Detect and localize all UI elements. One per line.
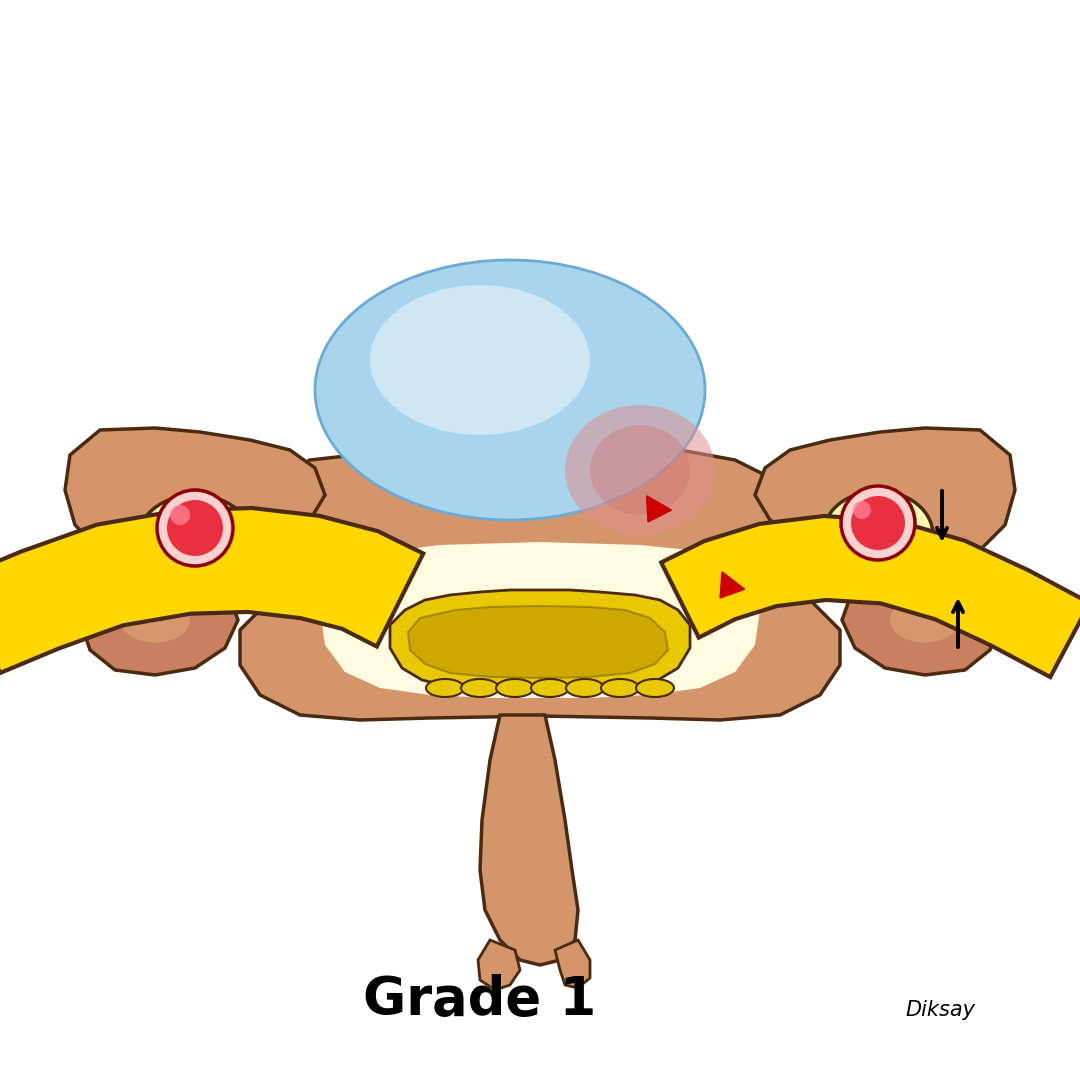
Ellipse shape [566, 679, 604, 697]
Polygon shape [480, 715, 578, 966]
Polygon shape [647, 496, 672, 522]
Polygon shape [390, 590, 690, 688]
Polygon shape [842, 568, 1000, 675]
Ellipse shape [590, 426, 690, 515]
Polygon shape [555, 940, 590, 988]
Polygon shape [65, 428, 325, 568]
Circle shape [170, 505, 190, 525]
Polygon shape [661, 516, 1080, 677]
Polygon shape [478, 940, 519, 990]
Ellipse shape [890, 597, 960, 643]
Ellipse shape [531, 679, 569, 697]
Polygon shape [249, 443, 800, 605]
Ellipse shape [120, 597, 190, 643]
Polygon shape [720, 571, 745, 598]
Text: Diksay: Diksay [905, 1000, 975, 1020]
Ellipse shape [636, 679, 674, 697]
Circle shape [157, 490, 233, 566]
Circle shape [841, 486, 915, 561]
Circle shape [851, 496, 905, 550]
Text: Grade 1: Grade 1 [363, 974, 596, 1026]
Ellipse shape [315, 260, 705, 519]
Circle shape [167, 500, 222, 556]
Ellipse shape [600, 679, 639, 697]
Ellipse shape [823, 491, 933, 579]
Ellipse shape [426, 679, 464, 697]
Ellipse shape [461, 679, 499, 697]
Polygon shape [0, 508, 423, 673]
Ellipse shape [370, 285, 590, 435]
Polygon shape [240, 568, 840, 720]
Polygon shape [408, 606, 669, 678]
Circle shape [853, 501, 870, 519]
Ellipse shape [565, 405, 715, 535]
Polygon shape [80, 568, 238, 675]
Ellipse shape [496, 679, 534, 697]
Polygon shape [320, 542, 760, 698]
Polygon shape [755, 428, 1015, 568]
Ellipse shape [137, 495, 253, 585]
